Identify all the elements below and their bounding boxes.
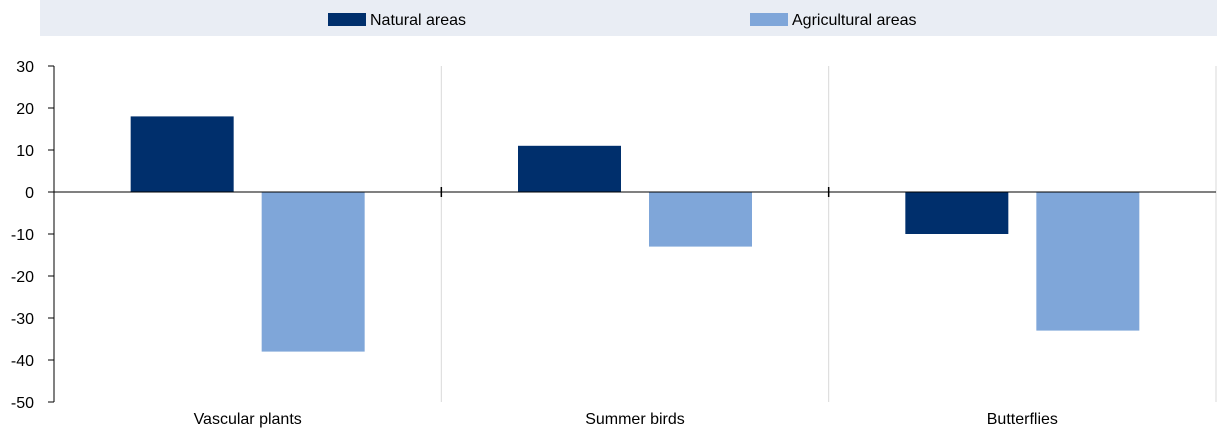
y-tick-label: -10	[11, 227, 34, 244]
bar-agricultural-areas-butterflies	[1036, 192, 1140, 331]
bars	[130, 116, 1140, 352]
y-tick-label: 30	[16, 59, 34, 76]
y-tick-label: 10	[16, 143, 34, 160]
legend-background	[40, 0, 1217, 36]
legend: Natural areas Agricultural areas	[328, 12, 917, 29]
x-tick-label: Vascular plants	[194, 411, 302, 428]
x-axis-labels: Vascular plants Summer birds Butterflies	[194, 411, 1058, 428]
y-tick-label: -30	[11, 311, 34, 328]
legend-label: Natural areas	[370, 12, 466, 29]
y-axis-ticks: 30 20 10 0 -10 -20 -30 -40 -50	[11, 59, 54, 412]
y-tick-label: 0	[25, 185, 34, 202]
legend-swatch	[328, 13, 366, 26]
y-tick-label: -40	[11, 353, 34, 370]
bar-natural-areas-butterflies	[905, 192, 1009, 234]
bar-agricultural-areas-summer-birds	[649, 192, 752, 247]
grid	[440, 66, 1217, 402]
bar-natural-areas-summer-birds	[518, 145, 621, 192]
x-tick-label: Summer birds	[585, 411, 685, 428]
y-tick-label: -20	[11, 269, 34, 286]
y-tick-label: -50	[11, 395, 34, 412]
bar-agricultural-areas-vascular-plants	[261, 192, 365, 352]
legend-swatch	[750, 13, 788, 26]
x-tick-label: Butterflies	[987, 411, 1058, 428]
legend-label: Agricultural areas	[792, 12, 917, 29]
y-tick-label: 20	[16, 101, 34, 118]
bar-natural-areas-vascular-plants	[130, 116, 234, 192]
